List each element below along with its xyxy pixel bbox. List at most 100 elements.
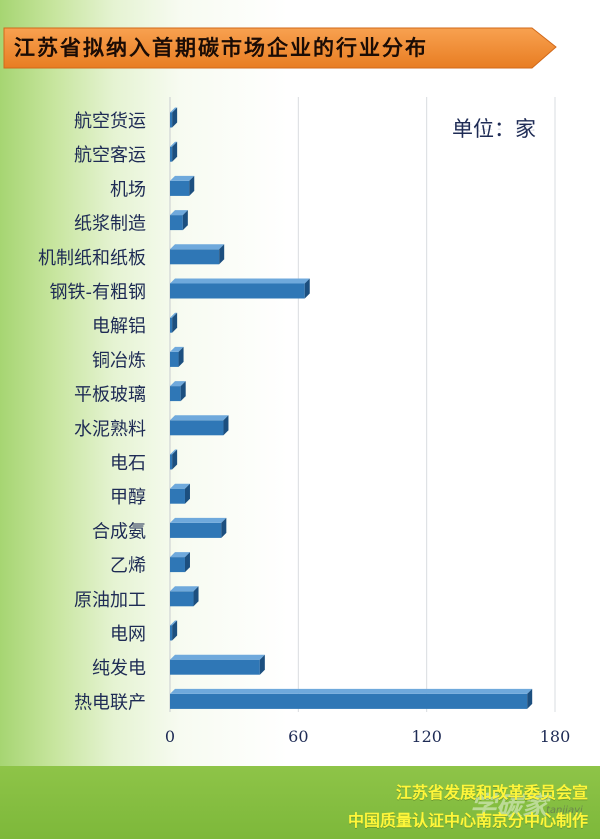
bar-side-face (172, 141, 178, 162)
bar-face (170, 557, 185, 573)
x-tick-label-120: 120 (411, 727, 442, 746)
bar-face (170, 488, 185, 504)
bar-face (170, 522, 222, 538)
bar-top-face (170, 415, 229, 421)
footer-credit-line-1: 江苏省发展和改革委员会宣 (395, 783, 588, 802)
bar-face (170, 591, 194, 607)
bar-top-face (170, 141, 178, 147)
category-label-11: 电石 (110, 453, 146, 474)
bar-side-face (304, 278, 310, 299)
bar-12 (170, 483, 190, 504)
bar-top-face (170, 688, 533, 694)
x-tick-label-180: 180 (540, 727, 571, 746)
watermark-logo: 学碳家 (470, 792, 549, 822)
title-banner (3, 27, 557, 69)
bar-face (170, 625, 173, 641)
watermark-subtext: tanjiayi (546, 805, 583, 816)
bar-top-face (170, 552, 190, 558)
bar-top-face (170, 620, 178, 626)
bar-side-face (193, 586, 199, 607)
category-label-18: 热电联产 (74, 692, 146, 713)
bar-face (170, 317, 173, 333)
unit-label: 单位：家 (452, 117, 536, 141)
bar-side-face (184, 483, 190, 504)
bar-face (170, 386, 181, 402)
bar-2 (170, 141, 178, 162)
chart-title: 江苏省拟纳入首期碳市场企业的行业分布 (14, 36, 428, 60)
bar-chart: 航空货运航空客运机场纸浆制造机制纸和纸板钢铁-有粗钢电解铝铜冶炼平板玻璃水泥熟料… (38, 97, 571, 746)
bar-top-face (170, 449, 178, 455)
category-label-16: 电网 (110, 624, 146, 645)
bar-13 (170, 517, 227, 538)
category-label-6: 钢铁-有粗钢 (50, 282, 147, 303)
bar-11 (170, 449, 178, 470)
footer-credit-line-2: 中国质量认证中心南京分中心制作 (347, 811, 588, 830)
category-label-4: 纸浆制造 (74, 214, 146, 235)
bar-face (170, 180, 190, 196)
category-label-7: 电解铝 (92, 316, 146, 337)
bar-5 (170, 244, 225, 265)
category-label-2: 航空客运 (74, 145, 146, 166)
bar-4 (170, 210, 188, 231)
category-label-17: 纯发电 (92, 658, 146, 679)
bar-10 (170, 415, 229, 436)
bar-top-face (170, 654, 265, 660)
bar-side-face (180, 381, 186, 402)
bar-face (170, 351, 179, 367)
bar-17 (170, 654, 265, 675)
category-label-8: 铜冶炼 (92, 350, 146, 371)
bar-18 (170, 688, 533, 709)
bar-top-face (170, 586, 199, 592)
category-label-13: 合成氨 (92, 521, 146, 542)
category-label-15: 原油加工 (74, 590, 146, 611)
category-label-10: 水泥熟料 (74, 419, 146, 440)
bar-side-face (172, 449, 178, 470)
category-label-3: 机场 (110, 179, 146, 200)
bar-15 (170, 586, 199, 607)
bar-9 (170, 381, 186, 402)
bar-top-face (170, 346, 184, 352)
bar-side-face (172, 107, 178, 128)
bar-side-face (172, 620, 178, 641)
bar-side-face (221, 517, 227, 538)
category-label-9: 平板玻璃 (74, 385, 146, 406)
title-banner-shape (3, 27, 557, 69)
footer-bar (0, 766, 600, 839)
x-tick-label-60: 60 (288, 727, 308, 746)
bar-top-face (170, 210, 188, 216)
bar-face (170, 283, 305, 299)
bar-top-face (170, 107, 178, 113)
bar-face (170, 454, 173, 470)
bar-1 (170, 107, 178, 128)
bar-side-face (184, 552, 190, 573)
bar-6 (170, 278, 310, 299)
bar-top-face (170, 244, 225, 250)
bar-3 (170, 175, 195, 196)
bar-side-face (219, 244, 225, 265)
bar-face (170, 112, 173, 128)
bar-face (170, 249, 220, 265)
bar-side-face (182, 210, 188, 231)
bar-face (170, 146, 173, 162)
bar-side-face (172, 312, 178, 333)
bar-side-face (259, 654, 265, 675)
bar-7 (170, 312, 178, 333)
bar-top-face (170, 381, 186, 387)
bar-top-face (170, 517, 227, 523)
bar-top-face (170, 483, 190, 489)
bar-side-face (223, 415, 229, 436)
bar-16 (170, 620, 178, 641)
bar-side-face (527, 688, 533, 709)
bar-face (170, 215, 183, 231)
bar-top-face (170, 312, 178, 318)
bar-face (170, 420, 224, 436)
bar-14 (170, 552, 190, 573)
bar-8 (170, 346, 184, 367)
bar-side-face (189, 175, 195, 196)
bar-face (170, 659, 260, 675)
bar-top-face (170, 278, 310, 284)
category-label-14: 乙烯 (110, 556, 146, 577)
bar-side-face (178, 346, 184, 367)
bar-top-face (170, 175, 195, 181)
x-tick-label-0: 0 (165, 727, 175, 746)
